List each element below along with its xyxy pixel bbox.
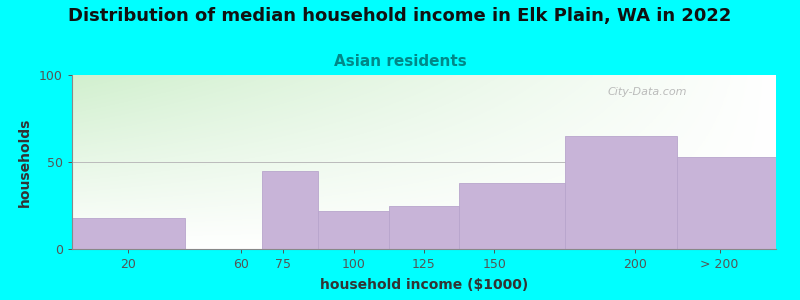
Text: Asian residents: Asian residents: [334, 54, 466, 69]
Bar: [262, 171, 318, 249]
Bar: [318, 211, 389, 249]
Text: Distribution of median household income in Elk Plain, WA in 2022: Distribution of median household income …: [68, 8, 732, 26]
Text: City-Data.com: City-Data.com: [607, 87, 686, 97]
Bar: [459, 183, 565, 249]
Y-axis label: households: households: [18, 117, 32, 207]
Bar: [565, 136, 678, 249]
Bar: [678, 157, 776, 249]
X-axis label: household income ($1000): household income ($1000): [320, 278, 528, 292]
Bar: [72, 218, 185, 249]
Bar: [389, 206, 459, 249]
